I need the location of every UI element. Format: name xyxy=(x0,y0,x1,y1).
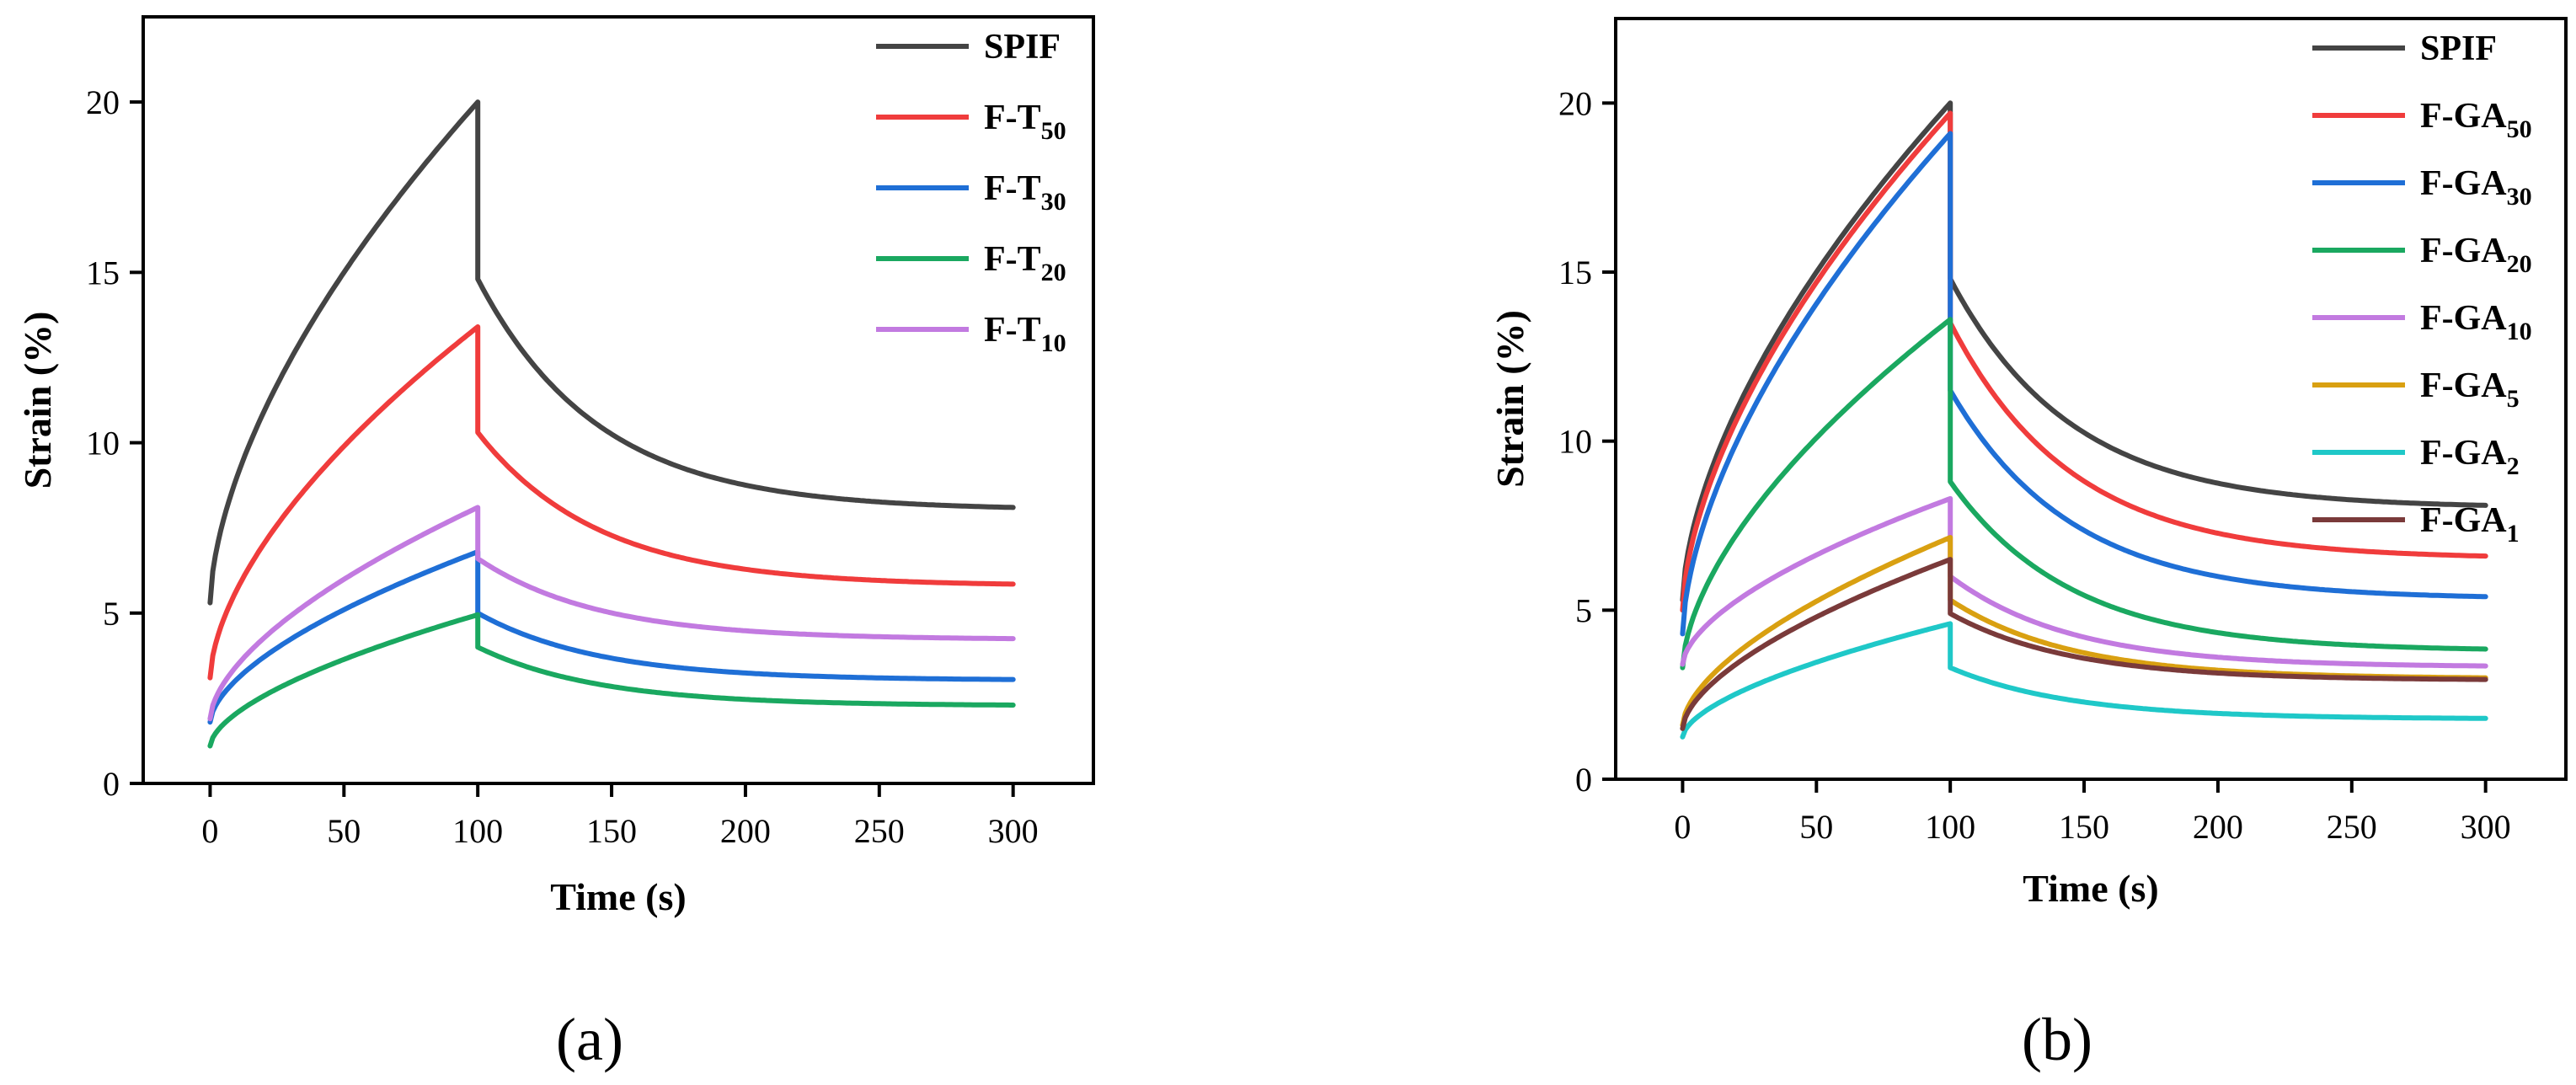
series-line-f-ga2 xyxy=(1680,621,2488,740)
series-line-f-ga50 xyxy=(1680,110,2488,613)
legend-label: F-T50 xyxy=(984,99,1066,145)
x-tick-label: 150 xyxy=(2059,808,2109,846)
chart-panel-a: 0 50 100 150 200 250 300 0 5 10 15 20 Time (s) Strain… xyxy=(16,15,1095,1073)
legend-label: F-GA50 xyxy=(2420,97,2532,143)
legend-label: F-GA5 xyxy=(2420,366,2520,413)
legend-label: F-T20 xyxy=(984,240,1066,286)
y-tick-label: 0 xyxy=(1575,761,1592,799)
legend-label: SPIF xyxy=(2420,29,2497,68)
y-tick-label: 10 xyxy=(86,425,120,462)
x-tick-label: 100 xyxy=(452,812,503,850)
series-line-spif xyxy=(207,99,1016,606)
series-line-f-ga1 xyxy=(1680,557,2488,731)
x-tick-label: 300 xyxy=(988,812,1039,850)
x-tick-label: 250 xyxy=(854,812,905,850)
x-axis-title: Time (s) xyxy=(550,875,686,918)
chart-panel-b: 0 50 100 150 200 250 300 0 5 10 15 20 Time (s) Strain… xyxy=(1488,17,2568,1073)
legend-label: F-T10 xyxy=(984,311,1066,357)
x-tick-label: 250 xyxy=(2327,808,2377,846)
x-tick-label: 300 xyxy=(2461,808,2511,846)
plot-frame xyxy=(1614,17,2568,781)
panel-label: (a) xyxy=(556,1006,623,1073)
legend-label: F-GA20 xyxy=(2420,232,2532,278)
legend-label: SPIF xyxy=(984,28,1061,67)
y-tick-label: 20 xyxy=(86,83,120,121)
legend-label: F-T30 xyxy=(984,169,1066,216)
x-tick-label: 200 xyxy=(720,812,771,850)
series-line-f-t20 xyxy=(207,612,1016,749)
y-tick-label: 15 xyxy=(86,254,120,291)
x-tick-label: 0 xyxy=(1674,808,1691,846)
y-axis-title: Strain (%) xyxy=(16,312,59,489)
x-tick-label: 100 xyxy=(1925,808,1975,846)
x-tick-label: 50 xyxy=(327,812,361,850)
plot-frame xyxy=(142,15,1095,785)
series-line-f-ga30 xyxy=(1680,131,2488,637)
series-line-f-t30 xyxy=(207,549,1016,725)
x-axis-title: Time (s) xyxy=(2023,867,2158,910)
series-line-f-ga5 xyxy=(1680,535,2488,728)
x-tick-label: 150 xyxy=(586,812,637,850)
y-tick-label: 5 xyxy=(103,595,120,633)
series-line-f-t50 xyxy=(207,324,1016,681)
y-tick-label: 20 xyxy=(1558,84,1592,122)
panel-label: (b) xyxy=(2022,1006,2092,1073)
y-axis-title: Strain (%) xyxy=(1488,310,1531,488)
legend-label: F-GA2 xyxy=(2420,434,2520,480)
series-line-spif xyxy=(1680,100,2488,603)
y-tick-label: 5 xyxy=(1575,591,1592,629)
x-tick-label: 0 xyxy=(201,812,218,850)
legend-label: F-GA1 xyxy=(2420,501,2520,548)
x-tick-label: 50 xyxy=(1799,808,1833,846)
series-line-f-ga20 xyxy=(1680,317,2488,671)
legend-label: F-GA30 xyxy=(2420,164,2532,211)
y-tick-label: 10 xyxy=(1558,423,1592,461)
x-tick-label: 200 xyxy=(2193,808,2243,846)
legend-label: F-GA10 xyxy=(2420,299,2532,345)
y-tick-label: 0 xyxy=(103,765,120,803)
series-line-f-ga10 xyxy=(1680,495,2488,669)
series-line-f-t10 xyxy=(207,505,1016,722)
y-tick-label: 15 xyxy=(1558,254,1592,291)
